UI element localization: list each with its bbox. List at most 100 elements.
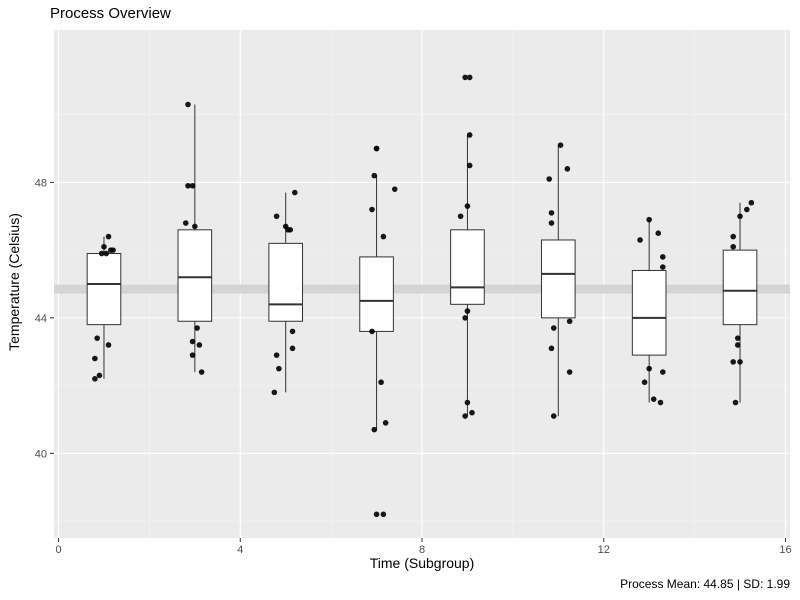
- data-point: [732, 399, 739, 406]
- data-point: [105, 342, 112, 348]
- box-group: [177, 104, 213, 373]
- process-mean-band: [54, 284, 790, 294]
- data-point: [464, 308, 471, 314]
- data-point: [289, 328, 296, 335]
- box: [268, 242, 304, 322]
- data-point: [659, 264, 666, 270]
- data-point: [98, 250, 105, 257]
- data-point: [546, 176, 553, 182]
- data-point: [566, 318, 573, 325]
- data-point: [734, 342, 741, 348]
- data-point: [462, 413, 468, 419]
- data-point: [464, 399, 471, 406]
- data-point: [564, 166, 571, 172]
- x-tick-label: 16: [779, 544, 791, 556]
- box-group: [450, 134, 485, 417]
- data-point: [466, 162, 473, 169]
- data-point: [744, 206, 750, 213]
- data-point: [94, 335, 100, 341]
- data-point: [550, 413, 557, 419]
- data-point: [291, 189, 298, 196]
- data-point: [192, 223, 198, 230]
- box: [177, 229, 213, 322]
- data-point: [457, 213, 464, 220]
- y-tick-label: 40: [35, 448, 47, 460]
- data-point: [110, 247, 116, 253]
- box: [450, 229, 485, 305]
- data-point: [378, 379, 384, 386]
- y-axis-title: Temperature (Celsius): [6, 213, 22, 351]
- data-point: [194, 325, 200, 331]
- data-point: [103, 250, 110, 257]
- data-point: [371, 172, 378, 179]
- data-point: [548, 345, 555, 352]
- chart-caption: Process Mean: 44.85 | SD: 1.99: [620, 577, 790, 591]
- data-point: [646, 365, 652, 372]
- data-point: [373, 511, 380, 518]
- data-point: [730, 243, 737, 250]
- data-point: [657, 399, 664, 406]
- data-point: [287, 227, 294, 233]
- data-point: [548, 220, 555, 226]
- data-point: [462, 315, 468, 321]
- data-point: [373, 145, 380, 152]
- chart-title: Process Overview: [50, 5, 171, 22]
- box-group: [540, 145, 576, 417]
- data-point: [659, 254, 666, 260]
- box-group: [86, 236, 122, 379]
- data-point: [650, 396, 657, 402]
- data-point: [641, 379, 648, 386]
- box: [540, 239, 576, 319]
- data-point: [469, 409, 475, 416]
- data-point: [371, 426, 378, 433]
- x-axis-title: Time (Subgroup): [369, 555, 475, 571]
- data-point: [466, 74, 473, 81]
- data-point: [380, 511, 387, 518]
- box: [631, 269, 667, 356]
- data-point: [271, 389, 278, 396]
- data-point: [737, 359, 743, 365]
- data-point: [189, 182, 196, 189]
- data-point: [182, 220, 189, 226]
- data-point: [391, 186, 398, 192]
- box: [359, 256, 394, 332]
- data-point: [566, 369, 573, 375]
- data-point: [466, 132, 473, 138]
- boxes: [86, 104, 758, 430]
- data-point: [369, 328, 375, 335]
- data-point: [730, 233, 737, 240]
- box: [86, 253, 122, 326]
- data-point: [105, 233, 112, 240]
- data-point: [462, 74, 468, 81]
- data-point: [730, 359, 737, 365]
- x-tick-label: 8: [419, 544, 425, 556]
- data-point: [189, 338, 196, 345]
- box-group: [631, 219, 667, 403]
- data-point: [101, 243, 107, 250]
- x-tick-label: 4: [237, 544, 243, 556]
- data-point: [185, 182, 191, 189]
- data-point: [655, 230, 662, 236]
- data-point: [748, 199, 755, 206]
- y-axis: 40 44 48: [35, 177, 54, 460]
- box-group: [268, 192, 304, 393]
- x-axis: 0 4 8 12 16: [55, 538, 792, 556]
- data-point: [659, 369, 666, 375]
- data-point: [185, 101, 191, 108]
- data-point: [92, 376, 98, 382]
- data-point: [96, 372, 103, 379]
- data-point: [646, 216, 652, 223]
- data-point: [198, 369, 205, 375]
- data-point: [637, 237, 643, 243]
- data-point: [196, 342, 203, 348]
- box-group: [359, 175, 394, 430]
- data-point: [550, 325, 557, 331]
- box-group: [722, 202, 758, 403]
- points: [92, 74, 755, 518]
- data-point: [289, 345, 296, 352]
- data-point: [273, 213, 280, 220]
- data-point: [734, 335, 741, 341]
- data-point: [548, 210, 555, 216]
- data-point: [369, 206, 375, 213]
